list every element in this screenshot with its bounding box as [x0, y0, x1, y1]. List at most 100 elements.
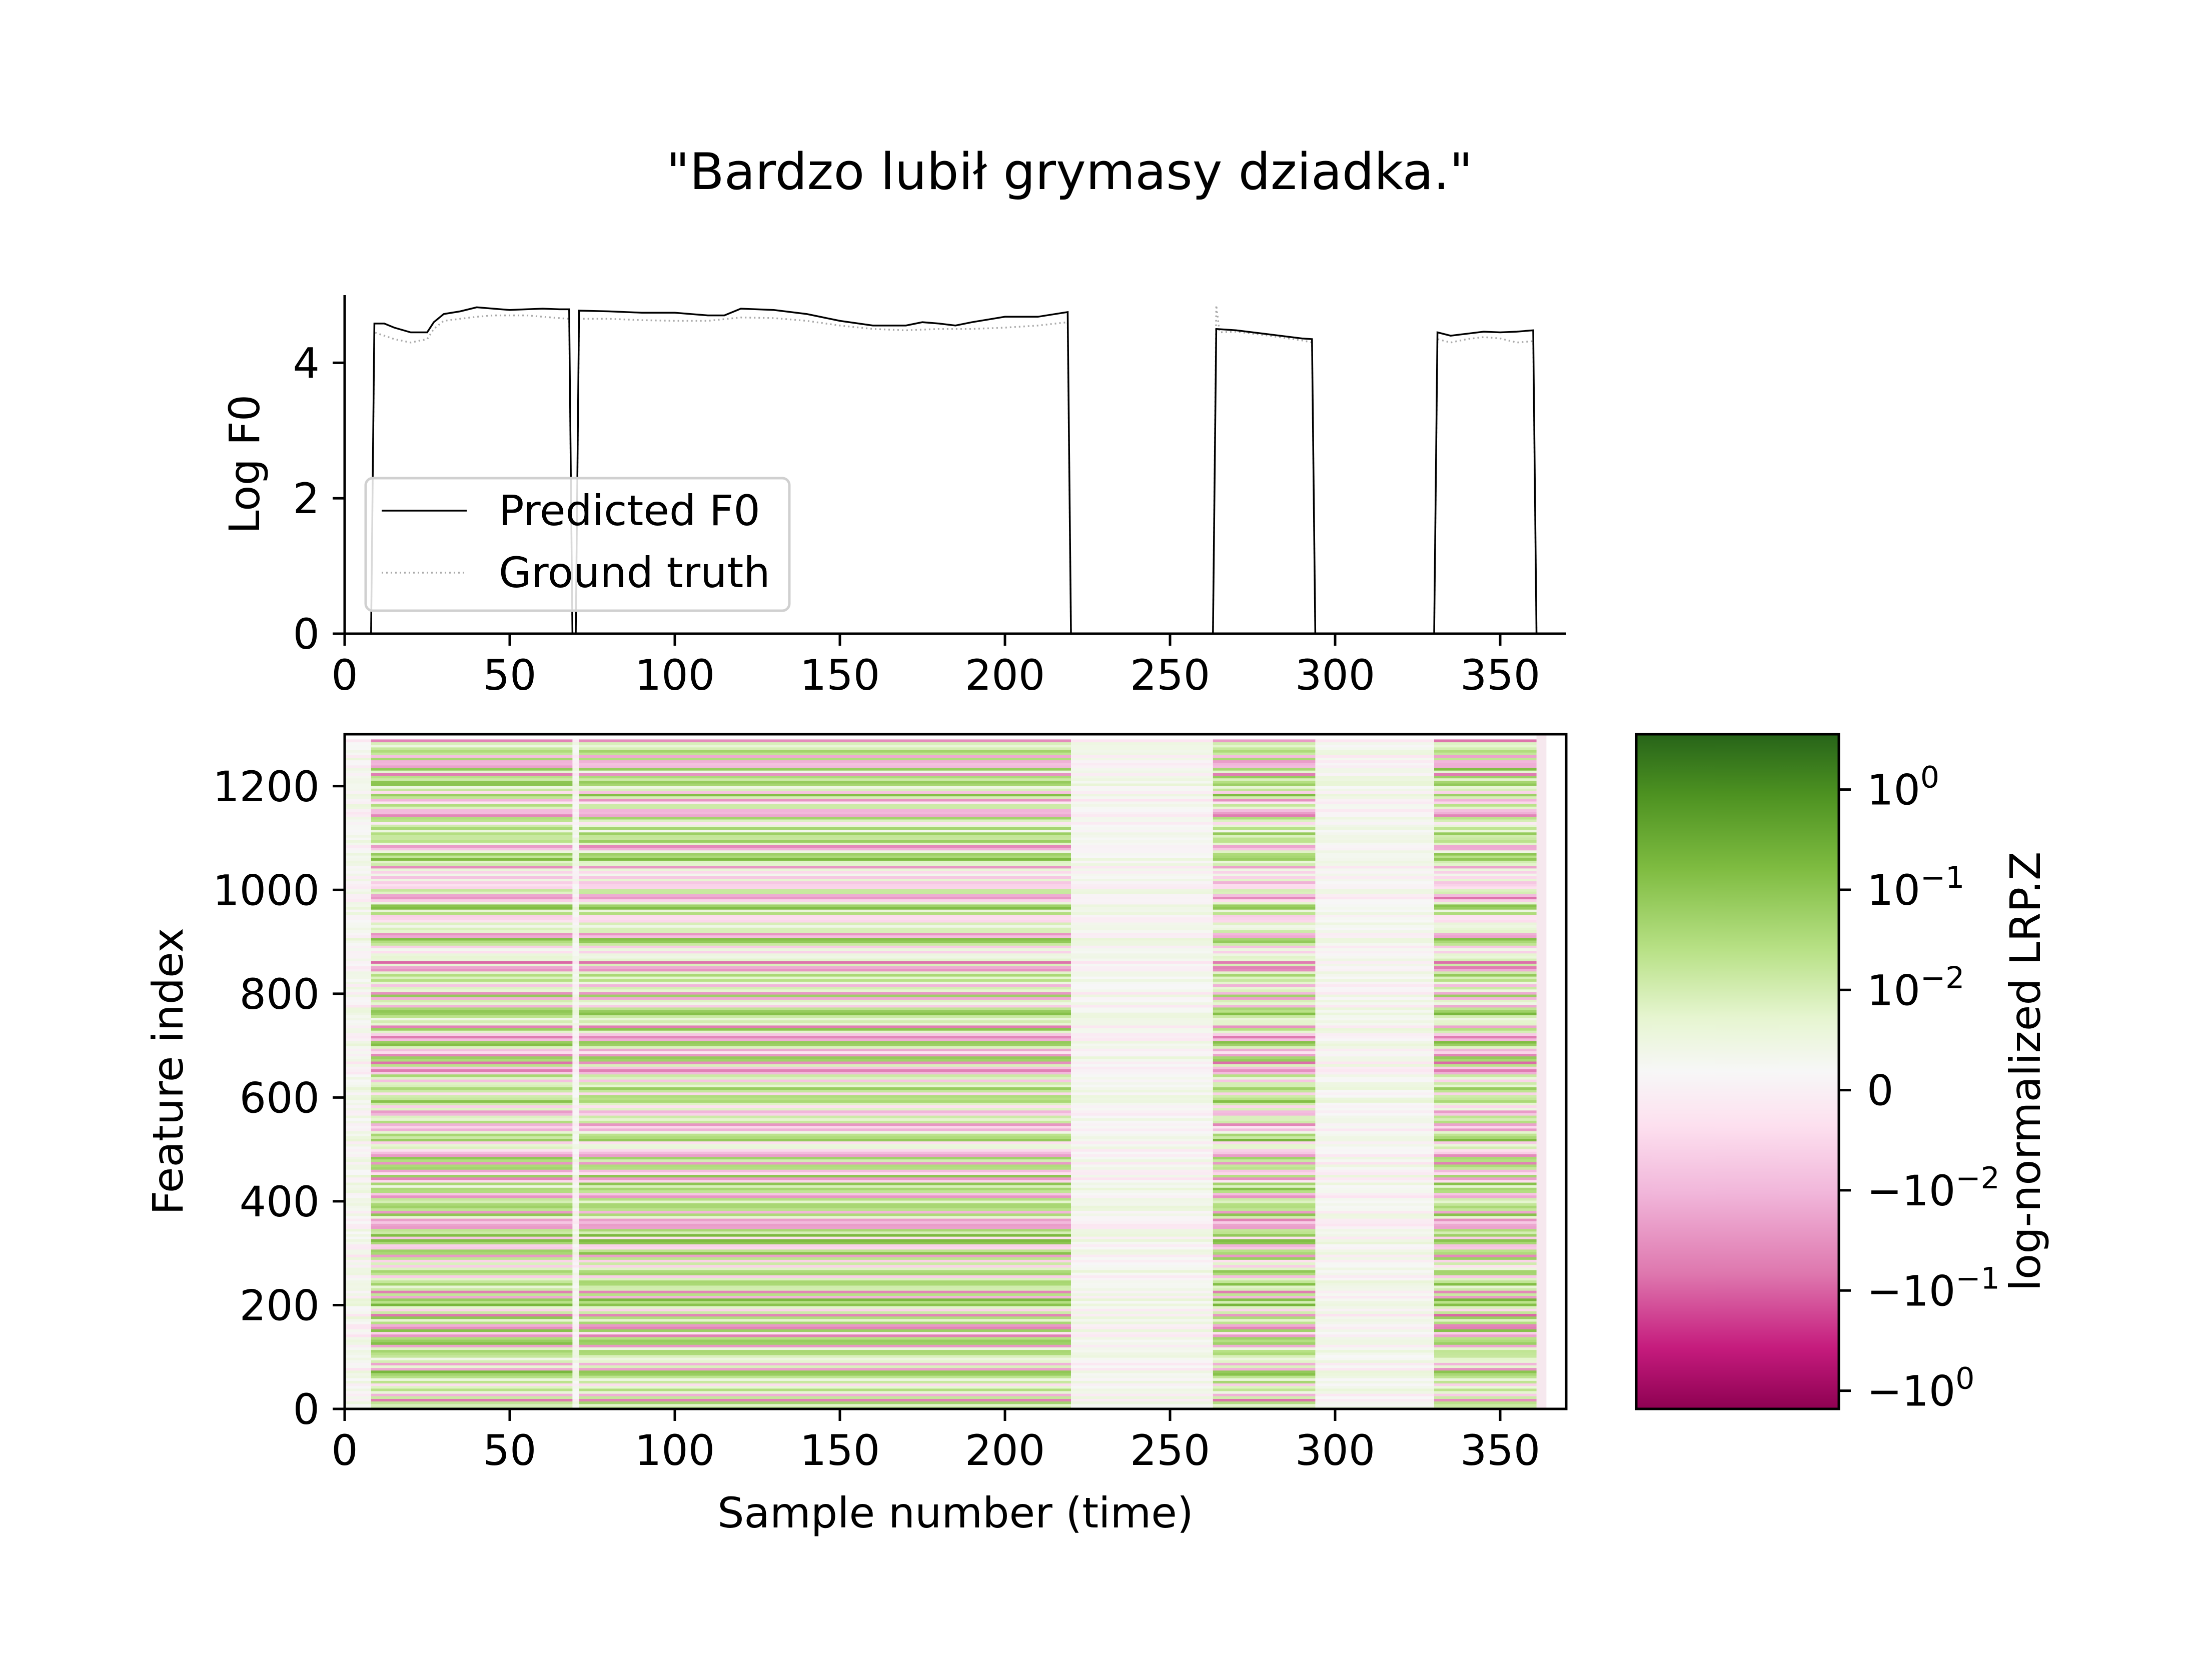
- heatmap-cell: [1213, 1025, 1316, 1028]
- heatmap-cell: [1315, 912, 1435, 915]
- heatmap-cell: [1434, 950, 1537, 954]
- heatmap-cell: [1434, 886, 1537, 889]
- heatmap-cell: [371, 863, 573, 866]
- heatmap-cell: [572, 755, 580, 758]
- heatmap-cell: [1213, 811, 1316, 815]
- heatmap-cell: [1213, 1051, 1316, 1054]
- heatmap-cell: [345, 1030, 372, 1033]
- heatmap-cell: [1071, 811, 1214, 815]
- heatmap-cell: [1315, 886, 1435, 889]
- heatmap-cell: [572, 1360, 580, 1363]
- heatmap-cell: [579, 1288, 1071, 1291]
- heatmap-cell: [579, 1128, 1071, 1131]
- heatmap-cell: [1213, 1398, 1316, 1402]
- heatmap-cell: [345, 1069, 372, 1072]
- heatmap-cell: [1071, 814, 1214, 817]
- heatmap-cell: [1434, 989, 1537, 992]
- heatmap-cell: [371, 1100, 573, 1103]
- heatmap-cell: [579, 1367, 1071, 1371]
- heatmap-cell: [1434, 1344, 1537, 1347]
- heatmap-cell: [1071, 865, 1214, 869]
- heatmap-cell: [579, 1280, 1071, 1283]
- heatmap-cell: [1434, 816, 1537, 820]
- heatmap-cell: [1213, 1061, 1316, 1064]
- heatmap-cell: [1213, 901, 1316, 905]
- heatmap-cell: [1213, 752, 1316, 755]
- heatmap-cell: [1434, 909, 1537, 912]
- heatmap-cell: [579, 966, 1071, 969]
- heatmap-cell: [572, 1236, 580, 1239]
- heatmap-cell: [579, 742, 1071, 745]
- heatmap-cell: [579, 1282, 1071, 1286]
- heatmap-cell: [371, 1156, 573, 1160]
- heatmap-cell: [1071, 1226, 1214, 1229]
- heatmap-cell: [1315, 1249, 1435, 1252]
- heatmap-cell: [345, 1200, 372, 1203]
- heatmap-cell: [345, 991, 372, 995]
- heatmap-cell: [1071, 1228, 1214, 1232]
- heatmap-cell: [1315, 950, 1435, 954]
- heatmap-cell: [1434, 907, 1537, 910]
- heatmap-cell: [1434, 1267, 1537, 1270]
- heatmap-cell: [1071, 1378, 1214, 1381]
- heatmap-cell: [1315, 1097, 1435, 1100]
- heatmap-cell: [1315, 1365, 1435, 1368]
- heatmap-cell: [1434, 1313, 1537, 1317]
- y-tick-label: 0: [293, 1385, 320, 1434]
- heatmap-cell: [1315, 1149, 1435, 1152]
- heatmap-cell: [371, 958, 573, 961]
- heatmap-cell: [579, 819, 1071, 822]
- heatmap-cell: [1071, 739, 1214, 743]
- heatmap-cell: [1434, 994, 1537, 997]
- heatmap-cell: [572, 1112, 580, 1116]
- heatmap-cell: [1315, 1362, 1435, 1365]
- heatmap-cell: [1315, 1043, 1435, 1046]
- heatmap-cell: [1434, 1138, 1537, 1142]
- heatmap-cell: [1213, 809, 1316, 812]
- heatmap-cell: [1315, 878, 1435, 882]
- heatmap-cell: [371, 1010, 573, 1013]
- heatmap-cell: [1071, 986, 1214, 990]
- heatmap-cell: [345, 1208, 372, 1211]
- heatmap-cell: [345, 1267, 372, 1270]
- heatmap-cell: [1434, 925, 1537, 928]
- heatmap-cell: [371, 1118, 573, 1121]
- f0-y-axis-label: Log F0: [220, 395, 269, 534]
- heatmap-cell: [572, 1179, 580, 1183]
- heatmap-cell: [1213, 979, 1316, 982]
- heatmap-cell: [1071, 937, 1214, 941]
- heatmap-cell: [345, 1187, 372, 1190]
- heatmap-cell: [579, 793, 1071, 797]
- heatmap-cell: [572, 1177, 580, 1180]
- heatmap-cell: [1434, 806, 1537, 809]
- heatmap-cell: [579, 899, 1071, 902]
- heatmap-cell: [345, 886, 372, 889]
- heatmap-cell: [1213, 943, 1316, 946]
- heatmap-cell: [579, 1030, 1071, 1033]
- heatmap-cell: [1434, 775, 1537, 779]
- heatmap-cell: [345, 829, 372, 833]
- heatmap-cell: [1213, 1089, 1316, 1093]
- heatmap-cell: [572, 773, 580, 776]
- x-tick-label: 300: [1295, 651, 1375, 700]
- heatmap-cell: [345, 1396, 372, 1399]
- heatmap-cell: [371, 979, 573, 982]
- heatmap-cell: [1213, 948, 1316, 951]
- heatmap-cell: [1213, 840, 1316, 843]
- heatmap-cell: [371, 1288, 573, 1291]
- heatmap-cell: [572, 883, 580, 887]
- heatmap-cell: [1434, 742, 1537, 745]
- heatmap-cell: [345, 1138, 372, 1142]
- heatmap-cell: [1434, 863, 1537, 866]
- heatmap-cell: [1071, 1380, 1214, 1384]
- heatmap-cell: [1213, 837, 1316, 840]
- heatmap-cell: [345, 1033, 372, 1036]
- heatmap-cell: [371, 899, 573, 902]
- heatmap-cell: [572, 1324, 580, 1327]
- heatmap-cell: [1071, 1324, 1214, 1327]
- heatmap-cell: [572, 783, 580, 786]
- heatmap-cell: [572, 1074, 580, 1077]
- heatmap-cell: [345, 1174, 372, 1178]
- heatmap-cell: [1315, 1388, 1435, 1391]
- heatmap-cell: [579, 1334, 1071, 1337]
